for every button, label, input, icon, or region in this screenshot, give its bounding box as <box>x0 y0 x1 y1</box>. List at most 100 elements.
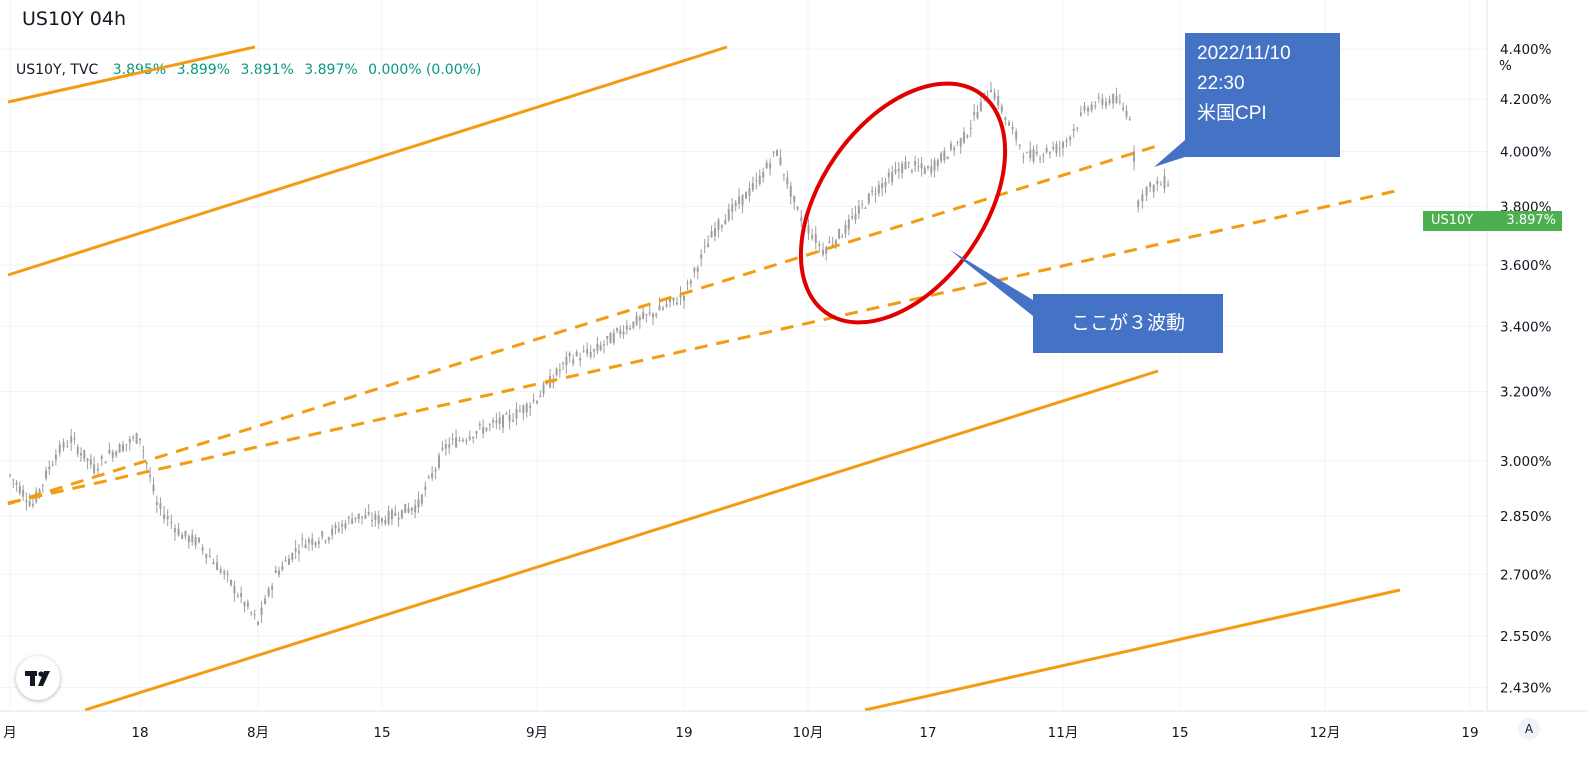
candle-body <box>291 553 294 560</box>
candle-body <box>152 484 155 492</box>
candle-body <box>166 515 169 520</box>
candle-body <box>1004 117 1007 120</box>
candle-body <box>1008 122 1010 126</box>
candle-body <box>949 143 952 150</box>
y-tick-label: 3.000% <box>1500 454 1552 470</box>
candle-body <box>201 547 204 551</box>
candle-body <box>920 163 923 169</box>
y-tick-label: 3.400% <box>1500 319 1552 335</box>
cpi-callout-time: 22:30 <box>1197 73 1245 94</box>
candle-body <box>357 513 360 519</box>
candle-body <box>1083 106 1086 111</box>
candle-body <box>686 282 689 284</box>
candle-body <box>236 595 239 597</box>
candle-body <box>25 500 28 503</box>
candle-body <box>444 444 447 449</box>
last-price-value: 3.897% <box>1506 213 1556 228</box>
y-tick-label: 2.430% <box>1500 681 1552 697</box>
x-tick-label: 12月 <box>1310 725 1341 741</box>
candle-body <box>751 183 754 190</box>
candle-body <box>867 193 870 204</box>
candle-body <box>914 161 917 166</box>
candle-body <box>586 349 589 354</box>
candle-body <box>294 548 297 552</box>
candle-body <box>384 520 387 524</box>
candle-body <box>881 183 884 189</box>
candle-body <box>558 370 561 372</box>
candle-body <box>344 523 347 529</box>
candle-body <box>404 503 407 513</box>
candle-body <box>271 585 274 590</box>
candle-body <box>606 336 609 339</box>
candle-body <box>475 431 478 434</box>
x-tick-label: 9月 <box>526 725 548 741</box>
candle-body <box>173 528 176 533</box>
cpi-callout-label: 米国CPI <box>1197 103 1267 124</box>
candle-body <box>1039 158 1042 160</box>
candle-body <box>100 456 103 459</box>
candle-body <box>233 585 236 594</box>
candle-body <box>28 501 31 506</box>
candle-body <box>658 305 661 311</box>
candle-body <box>1018 144 1021 146</box>
candle-body <box>910 170 913 172</box>
candle-body <box>800 217 803 221</box>
candle-body <box>769 163 772 169</box>
candle-body <box>230 579 233 586</box>
channel-line-upper <box>7 45 728 277</box>
candle-body <box>703 245 706 247</box>
candle-body <box>612 332 615 343</box>
candle-body <box>93 464 96 473</box>
candle-body <box>96 469 99 471</box>
candle-body <box>589 351 592 357</box>
candle-body <box>844 224 847 234</box>
candle-body <box>847 219 850 229</box>
candle-body <box>354 517 357 519</box>
candle-body <box>455 437 458 448</box>
candle-body <box>434 469 437 472</box>
candle-body <box>887 172 890 178</box>
candle-body <box>696 267 699 272</box>
candle-body <box>724 220 727 225</box>
candle-body <box>542 384 545 394</box>
candle-body <box>437 455 440 468</box>
legend-change: 0.000% (0.00%) <box>368 62 482 78</box>
candle-body <box>371 519 374 522</box>
candle-body <box>367 512 370 515</box>
candle-body <box>274 570 277 573</box>
auto-scale-button[interactable]: A <box>1518 718 1540 740</box>
candle-body <box>946 156 949 160</box>
candle-body <box>12 479 15 481</box>
candle-body <box>714 228 716 236</box>
legend-open: 3.895% <box>112 62 167 78</box>
candle-body <box>936 160 939 167</box>
candle-body <box>341 524 344 527</box>
candle-body <box>707 243 710 248</box>
candle-body <box>331 528 334 536</box>
candle-body <box>811 235 814 239</box>
candle-body <box>1042 154 1045 156</box>
candle-body <box>62 442 65 448</box>
candle-body <box>472 437 475 439</box>
candle-body <box>969 127 972 129</box>
candle-body <box>1108 99 1111 104</box>
candle-body <box>997 95 1000 106</box>
candle-body <box>943 150 946 161</box>
cpi-callout-date: 2022/11/10 <box>1197 43 1291 64</box>
candle-body <box>651 313 654 318</box>
candle-body <box>930 166 933 174</box>
candle-body <box>1022 156 1025 158</box>
last-price-tag: US10Y 3.897% <box>1423 211 1562 231</box>
candle-body <box>731 204 734 213</box>
candle-body <box>522 405 525 413</box>
tradingview-logo-icon[interactable] <box>16 656 60 700</box>
candle-body <box>758 175 761 185</box>
candle-body <box>361 516 364 518</box>
candle-body <box>755 180 758 182</box>
candle-body <box>609 332 612 344</box>
x-tick-label: 19 <box>1461 725 1478 741</box>
candle-body <box>281 566 284 570</box>
y-tick-label: 3.200% <box>1500 385 1552 401</box>
candle-body <box>645 314 648 316</box>
